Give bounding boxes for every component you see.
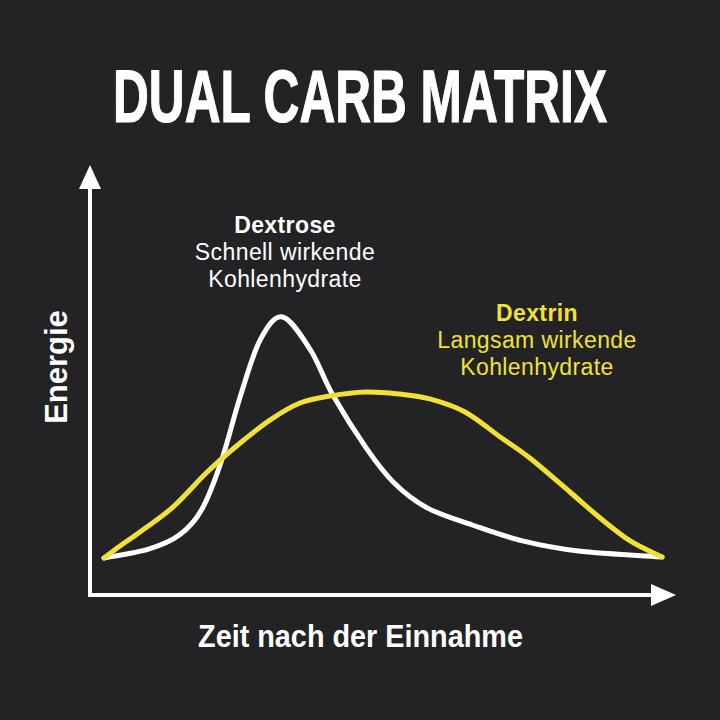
- dextrose-desc-2: Kohlenhydrate: [125, 266, 445, 293]
- dextrin-desc-2: Kohlenhydrate: [377, 354, 697, 381]
- y-axis-arrow-icon: [79, 165, 101, 189]
- x-axis-arrow-icon: [651, 584, 676, 606]
- infographic: DUAL CARB MATRIX Dextrose Schnell wirken…: [0, 0, 720, 720]
- dextrin-curve: [104, 392, 662, 558]
- x-axis: [88, 584, 676, 606]
- dextrin-label: Dextrin Langsam wirkende Kohlenhydrate: [377, 300, 697, 381]
- y-axis: [79, 165, 101, 597]
- dextrin-desc-1: Langsam wirkende: [377, 327, 697, 354]
- dextrin-name: Dextrin: [377, 300, 697, 327]
- y-axis-label: Energie: [39, 267, 75, 467]
- dextrose-desc-1: Schnell wirkende: [125, 239, 445, 266]
- dextrose-label: Dextrose Schnell wirkende Kohlenhydrate: [125, 212, 445, 293]
- dextrose-name: Dextrose: [125, 212, 445, 239]
- x-axis-label: Zeit nach der Einnahme: [0, 618, 720, 655]
